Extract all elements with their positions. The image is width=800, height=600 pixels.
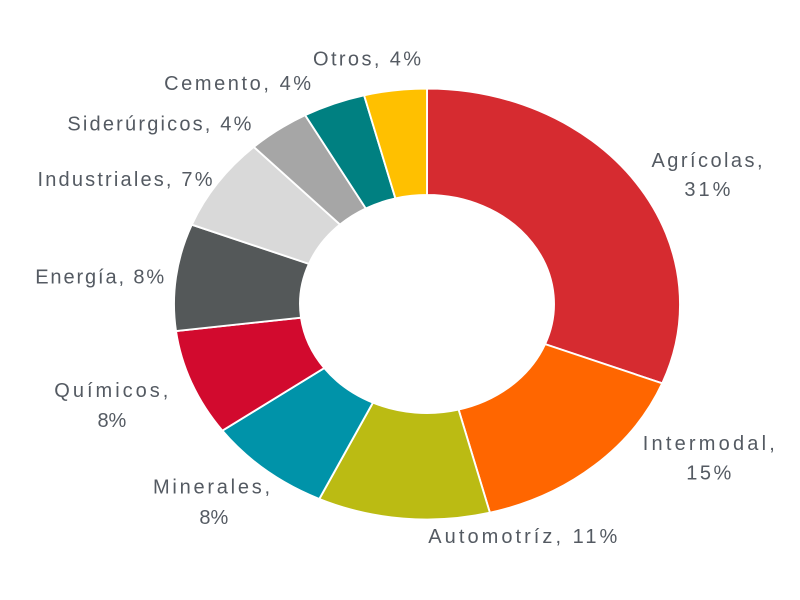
svg-text:Cemento, 4%: Cemento, 4% [164,73,311,95]
svg-text:8%: 8% [199,507,228,529]
svg-text:Energía, 8%: Energía, 8% [35,267,164,289]
svg-text:Minerales,: Minerales, [153,477,270,499]
svg-text:Otros, 4%: Otros, 4% [313,49,421,71]
svg-text:31%: 31% [684,179,730,201]
svg-text:Automotríz, 11%: Automotríz, 11% [428,526,617,548]
svg-text:Industriales, 7%: Industriales, 7% [38,169,213,191]
svg-text:Siderúrgicos, 4%: Siderúrgicos, 4% [67,114,251,136]
svg-text:Intermodal,: Intermodal, [643,433,775,455]
svg-text:15%: 15% [686,463,731,485]
svg-text:Agrícolas,: Agrícolas, [652,150,763,172]
svg-text:8%: 8% [97,410,126,432]
svg-text:Químicos,: Químicos, [54,380,168,402]
